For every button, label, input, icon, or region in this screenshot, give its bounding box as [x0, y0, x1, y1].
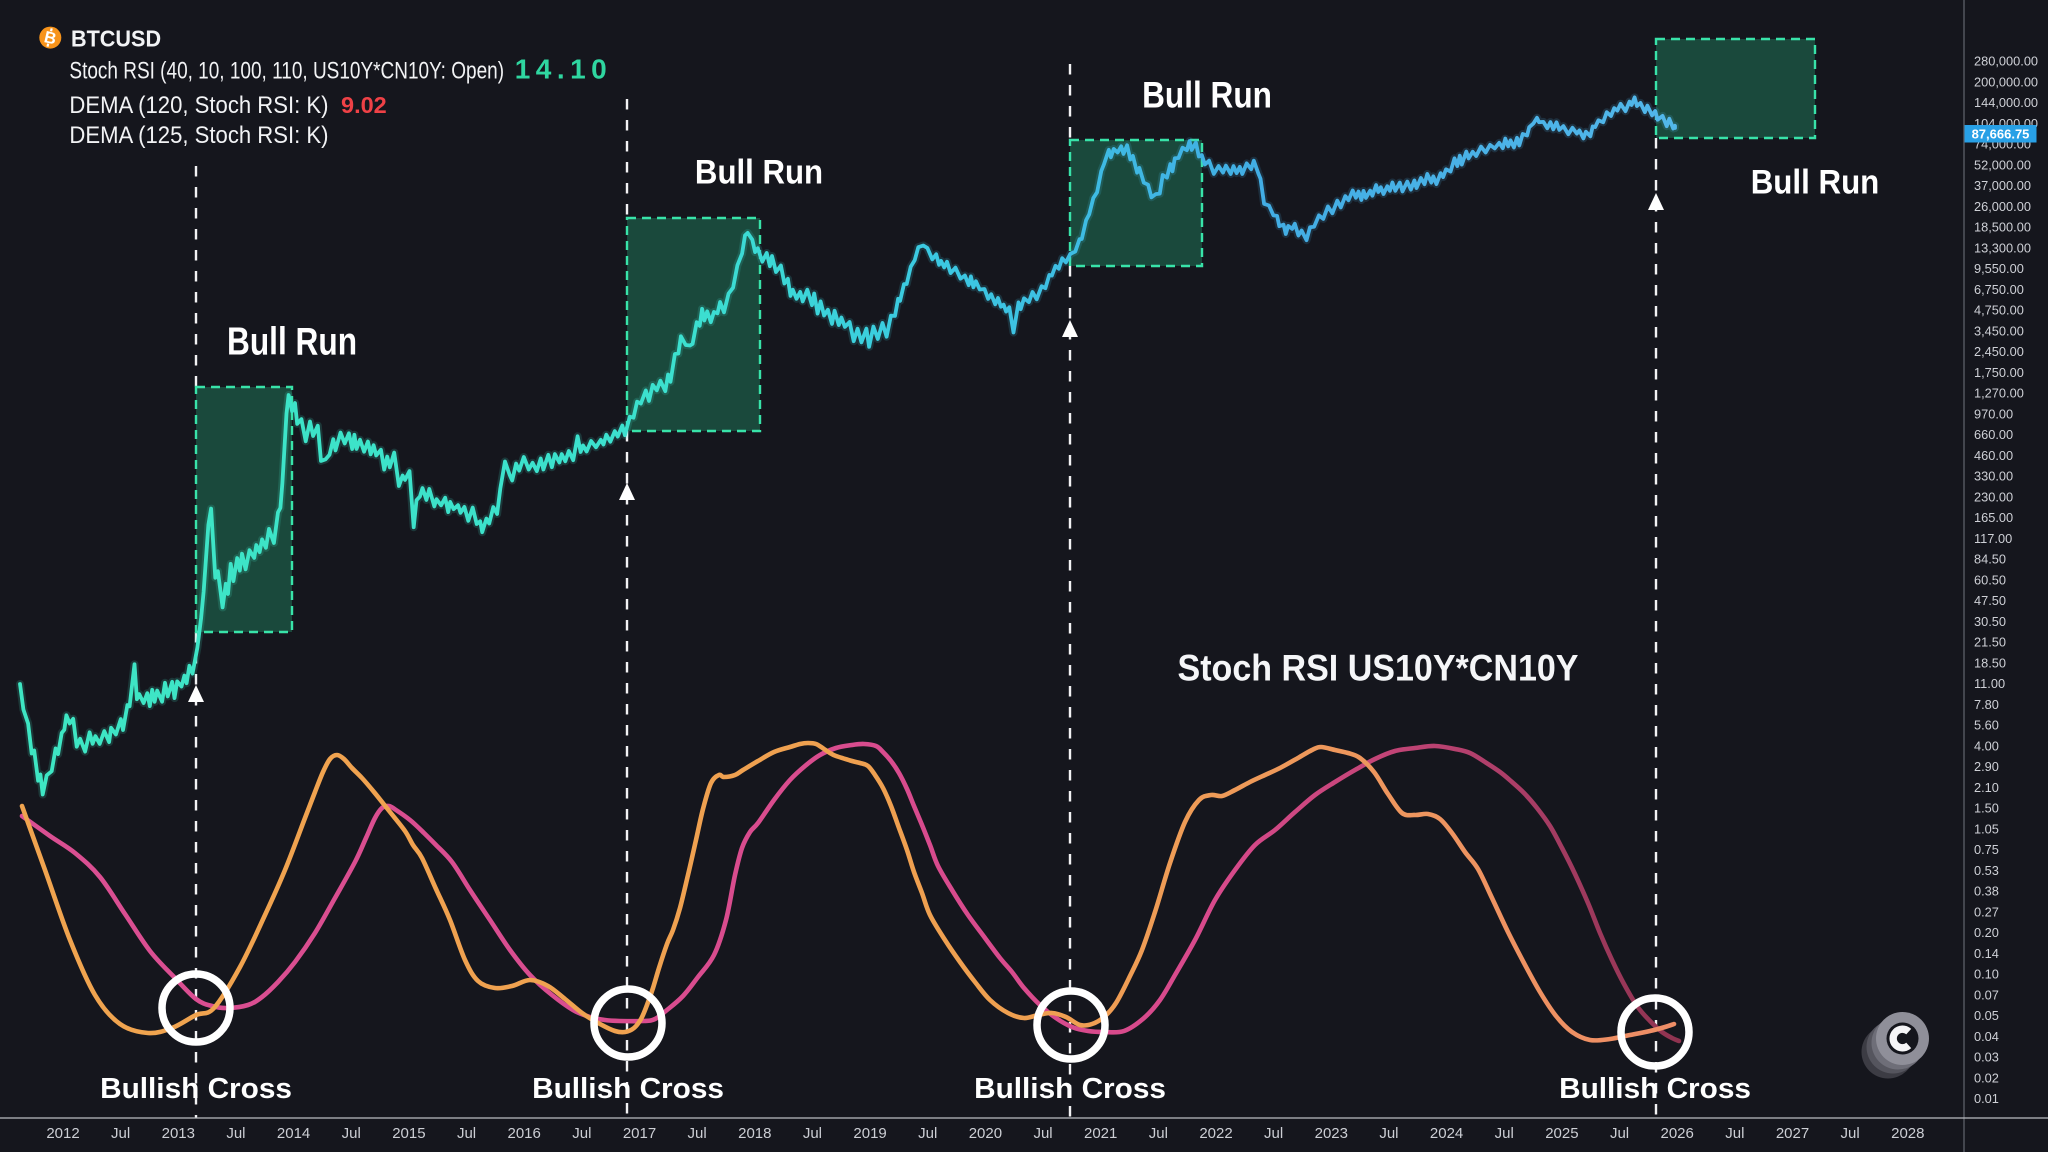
svg-text:2021: 2021	[1084, 1125, 1117, 1142]
svg-text:0.05: 0.05	[1974, 1008, 1999, 1023]
svg-text:2014: 2014	[277, 1125, 310, 1142]
svg-text:230.00: 230.00	[1974, 489, 2013, 504]
svg-text:2018: 2018	[738, 1125, 771, 1142]
svg-text:11.00: 11.00	[1974, 676, 2005, 691]
svg-text:9,550.00: 9,550.00	[1974, 261, 2024, 276]
svg-text:BTCUSD: BTCUSD	[71, 26, 161, 52]
svg-text:Stoch RSI (40, 10, 100, 110, U: Stoch RSI (40, 10, 100, 110, US10Y*CN10Y…	[69, 56, 504, 84]
svg-text:Bullish Cross: Bullish Cross	[100, 1074, 292, 1105]
svg-text:2022: 2022	[1199, 1125, 1232, 1142]
svg-text:84.50: 84.50	[1974, 552, 2006, 567]
svg-text:970.00: 970.00	[1974, 406, 2013, 421]
svg-text:165.00: 165.00	[1974, 510, 2013, 525]
svg-text:0.10: 0.10	[1974, 967, 1999, 982]
svg-text:Bull Run: Bull Run	[695, 152, 823, 191]
svg-text:0.38: 0.38	[1974, 884, 1999, 899]
svg-text:Jul: Jul	[1610, 1125, 1629, 1142]
svg-text:0.20: 0.20	[1974, 925, 1999, 940]
svg-text:2023: 2023	[1315, 1125, 1348, 1142]
svg-text:Jul: Jul	[688, 1125, 707, 1142]
svg-text:Bull Run: Bull Run	[1751, 163, 1880, 202]
svg-text:Jul: Jul	[226, 1125, 245, 1142]
svg-text:0.02: 0.02	[1974, 1070, 1999, 1085]
svg-text:Bull Run: Bull Run	[1142, 75, 1272, 116]
svg-text:2012: 2012	[46, 1125, 79, 1142]
svg-text:2026: 2026	[1661, 1125, 1694, 1142]
svg-text:21.50: 21.50	[1974, 635, 2006, 650]
svg-text:0.27: 0.27	[1974, 904, 1999, 919]
svg-text:200,000.00: 200,000.00	[1974, 74, 2038, 89]
svg-text:0.14: 0.14	[1974, 946, 1999, 961]
svg-text:0.01: 0.01	[1974, 1091, 1999, 1106]
svg-text:Jul: Jul	[111, 1125, 130, 1142]
svg-text:13,300.00: 13,300.00	[1974, 240, 2031, 255]
svg-text:Bullish Cross: Bullish Cross	[532, 1074, 724, 1105]
svg-text:2.10: 2.10	[1974, 780, 1999, 795]
svg-text:47.50: 47.50	[1974, 593, 2006, 608]
svg-text:9.02: 9.02	[341, 92, 387, 118]
svg-text:Jul: Jul	[1379, 1125, 1398, 1142]
svg-text:26,000.00: 26,000.00	[1974, 199, 2031, 214]
svg-text:Jul: Jul	[457, 1125, 476, 1142]
svg-text:18,500.00: 18,500.00	[1974, 220, 2031, 235]
svg-text:52,000.00: 52,000.00	[1974, 157, 2031, 172]
svg-text:0.07: 0.07	[1974, 987, 1999, 1002]
svg-text:2.90: 2.90	[1974, 759, 1999, 774]
svg-text:2027: 2027	[1776, 1125, 1809, 1142]
svg-text:0.03: 0.03	[1974, 1050, 1999, 1065]
svg-text:Bullish Cross: Bullish Cross	[1559, 1074, 1751, 1105]
svg-text:2024: 2024	[1430, 1125, 1463, 1142]
svg-text:2025: 2025	[1545, 1125, 1578, 1142]
svg-text:2,450.00: 2,450.00	[1974, 344, 2024, 359]
svg-text:DEMA (120, Stoch RSI: K): DEMA (120, Stoch RSI: K)	[69, 91, 328, 118]
svg-text:Bullish Cross: Bullish Cross	[974, 1074, 1166, 1105]
svg-text:60.50: 60.50	[1974, 572, 2006, 587]
svg-text:2028: 2028	[1891, 1125, 1924, 1142]
svg-text:DEMA (125, Stoch RSI: K): DEMA (125, Stoch RSI: K)	[69, 121, 328, 148]
svg-text:Jul: Jul	[1033, 1125, 1052, 1142]
svg-text:1,750.00: 1,750.00	[1974, 365, 2024, 380]
svg-text:3,450.00: 3,450.00	[1974, 323, 2024, 338]
svg-text:660.00: 660.00	[1974, 427, 2013, 442]
svg-text:2019: 2019	[853, 1125, 886, 1142]
svg-text:2016: 2016	[508, 1125, 541, 1142]
svg-text:2017: 2017	[623, 1125, 656, 1142]
svg-text:87,666.75: 87,666.75	[1972, 126, 2030, 141]
svg-text:0.04: 0.04	[1974, 1029, 1999, 1044]
svg-text:4,750.00: 4,750.00	[1974, 303, 2024, 318]
svg-text:117.00: 117.00	[1974, 531, 2012, 546]
svg-text:Jul: Jul	[1264, 1125, 1283, 1142]
svg-text:144,000.00: 144,000.00	[1974, 95, 2038, 110]
svg-text:1.05: 1.05	[1974, 821, 1999, 836]
svg-text:6,750.00: 6,750.00	[1974, 282, 2024, 297]
svg-text:Stoch RSI US10Y*CN10Y: Stoch RSI US10Y*CN10Y	[1177, 647, 1578, 689]
svg-text:Jul: Jul	[803, 1125, 822, 1142]
svg-text:280,000.00: 280,000.00	[1974, 54, 2038, 69]
svg-text:1,270.00: 1,270.00	[1974, 386, 2024, 401]
svg-text:Jul: Jul	[918, 1125, 937, 1142]
svg-text:B: B	[42, 28, 58, 48]
svg-text:18.50: 18.50	[1974, 655, 2006, 670]
svg-text:0.53: 0.53	[1974, 863, 1999, 878]
svg-text:2013: 2013	[162, 1125, 195, 1142]
svg-text:460.00: 460.00	[1974, 448, 2013, 463]
svg-text:30.50: 30.50	[1974, 614, 2006, 629]
svg-text:Bull Run: Bull Run	[227, 321, 357, 364]
svg-text:7.80: 7.80	[1974, 697, 1999, 712]
svg-text:330.00: 330.00	[1974, 469, 2013, 484]
svg-text:2015: 2015	[392, 1125, 425, 1142]
svg-text:1.50: 1.50	[1974, 801, 1999, 816]
svg-text:Jul: Jul	[1149, 1125, 1168, 1142]
svg-text:37,000.00: 37,000.00	[1974, 178, 2031, 193]
svg-text:Jul: Jul	[1725, 1125, 1744, 1142]
svg-text:Jul: Jul	[1841, 1125, 1860, 1142]
svg-text:5.60: 5.60	[1974, 718, 1999, 733]
svg-text:Jul: Jul	[1495, 1125, 1514, 1142]
svg-text:0.75: 0.75	[1974, 842, 1999, 857]
svg-text:Jul: Jul	[572, 1125, 591, 1142]
svg-text:4.00: 4.00	[1974, 738, 1999, 753]
svg-text:2020: 2020	[969, 1125, 1002, 1142]
svg-text:Jul: Jul	[342, 1125, 361, 1142]
svg-text:14.10: 14.10	[515, 53, 613, 84]
